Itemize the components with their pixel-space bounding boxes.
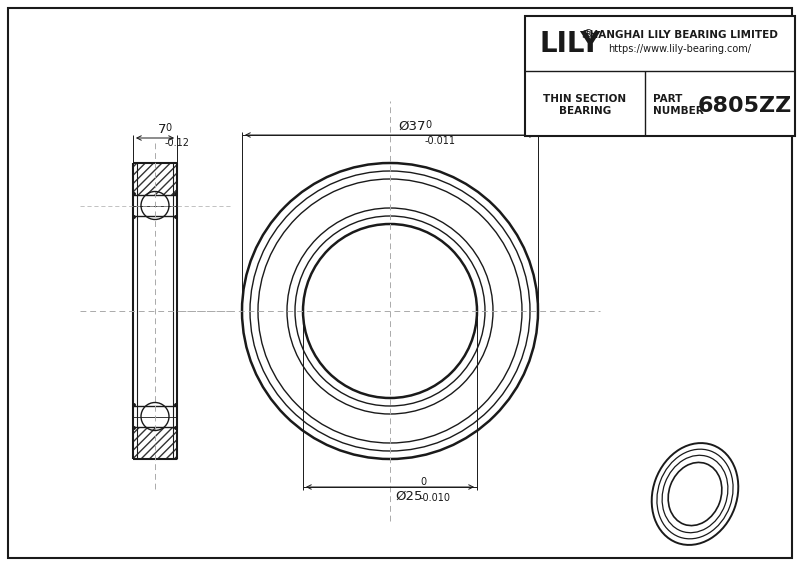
Circle shape (133, 216, 135, 218)
Text: LILY: LILY (540, 29, 602, 58)
Circle shape (174, 427, 178, 429)
Circle shape (133, 427, 135, 429)
Text: 7: 7 (158, 123, 166, 136)
Text: ®: ® (582, 29, 593, 40)
Circle shape (133, 404, 135, 406)
Text: THIN SECTION: THIN SECTION (543, 93, 626, 104)
Text: 0: 0 (425, 120, 431, 130)
Bar (133, 427, 177, 459)
Text: 6805ZZ: 6805ZZ (698, 96, 792, 115)
Bar (525, 16, 795, 136)
Circle shape (174, 216, 178, 218)
Text: -0.011: -0.011 (425, 136, 456, 146)
Circle shape (174, 193, 178, 195)
Text: Ø37: Ø37 (398, 120, 426, 133)
Text: BEARING: BEARING (559, 106, 611, 117)
Circle shape (133, 193, 135, 195)
Text: https://www.lily-bearing.com/: https://www.lily-bearing.com/ (609, 45, 751, 54)
Text: SHANGHAI LILY BEARING LIMITED: SHANGHAI LILY BEARING LIMITED (582, 31, 778, 41)
Text: PART: PART (653, 93, 682, 104)
Bar (133, 163, 177, 195)
Text: NUMBER: NUMBER (653, 106, 704, 117)
Text: -0.12: -0.12 (165, 138, 190, 148)
Text: Ø25: Ø25 (395, 490, 422, 503)
Text: -0.010: -0.010 (420, 493, 451, 503)
Text: 0: 0 (165, 123, 171, 133)
Text: 0: 0 (420, 477, 426, 487)
Circle shape (174, 404, 178, 406)
